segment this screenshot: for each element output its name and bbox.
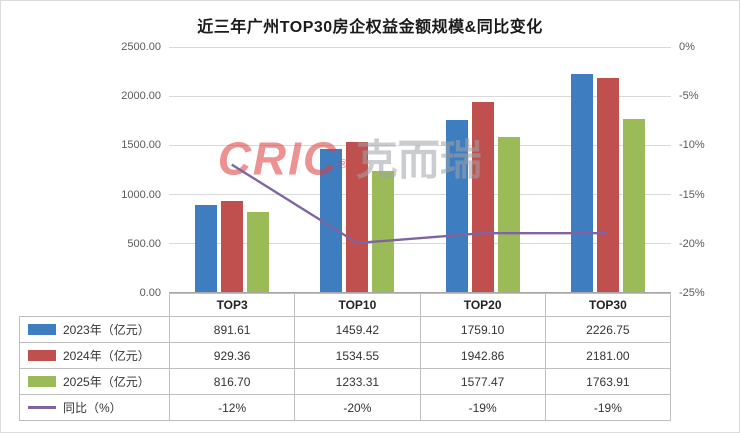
legend-cell: 同比（%） [19,394,170,421]
bar-group [169,47,295,292]
chart-title: 近三年广州TOP30房企权益金额规模&同比变化 [197,19,543,36]
legend-cell: 2023年（亿元） [19,316,170,343]
table-cell: 1942.86 [419,342,546,369]
bar [372,171,395,292]
bar-series-container [169,47,671,292]
bar [346,141,369,292]
table-cell: -20% [294,394,421,421]
bar [471,101,494,292]
bar-group [295,47,421,292]
right-axis-tick: -25% [679,287,705,299]
category-header: TOP10 [294,293,421,317]
left-axis-tick: 2500.00 [121,41,161,53]
left-axis: 2500.00 2000.00 1500.00 1000.00 500.00 0.00 [19,41,169,299]
table-cell: 1534.55 [294,342,421,369]
table-row: 2024年（亿元） 929.36 1534.55 1942.86 2181.00 [19,342,672,369]
left-axis-tick: 1500.00 [121,139,161,152]
legend-bar-swatch [28,350,56,361]
data-table: TOP3 TOP10 TOP20 TOP30 2023年（亿元） 891.61 1459.4… [19,293,672,421]
left-axis-tick: 2000.00 [121,90,161,103]
table-cell: -19% [419,394,546,421]
legend-bar-swatch [28,376,56,387]
legend-bar-swatch [28,324,56,335]
right-axis-tick: 0% [679,41,695,53]
category-header: TOP20 [419,293,546,317]
legend-cell: 2024年（亿元） [19,342,170,369]
table-cell: 2226.75 [544,316,672,343]
table-row: 同比（%） -12% -20% -19% -19% [19,394,672,421]
table-cell: 929.36 [168,342,296,369]
table-cell: -19% [544,394,672,421]
yoy-line-chart [169,47,671,292]
left-axis-tick: 1000.00 [121,188,161,201]
table-cell: 2181.00 [544,342,672,369]
bar [246,211,269,292]
table-header-row: TOP3 TOP10 TOP20 TOP30 [20,293,672,317]
table-cell: 1233.31 [294,368,421,395]
bar [597,78,620,292]
left-axis-tick: 0.00 [139,287,161,299]
table-cell: 1763.91 [544,368,672,395]
series-label: 同比（%） [63,401,122,415]
right-axis: 0% -5% -10% -15% -20% -25% [671,41,721,299]
legend-cell: 2025年（亿元） [19,368,170,395]
series-label: 2025年（亿元） [63,375,150,389]
series-label: 2024年（亿元） [63,349,150,363]
right-axis-tick: -5% [679,90,699,103]
bar [220,200,243,292]
bar-group [420,47,546,292]
table-cell: 1577.47 [419,368,546,395]
legend-line-swatch [28,406,56,409]
bar [497,137,520,292]
category-header: TOP30 [544,293,672,317]
plot-area: CRIC® 克而瑞 [169,47,671,293]
yoy-line [232,165,609,243]
table-cell: 816.70 [168,368,296,395]
bar-group [546,47,672,292]
table-cell: 1759.10 [419,316,546,343]
bar [623,119,646,292]
bar [194,204,217,292]
table-row: 2025年（亿元） 816.70 1233.31 1577.47 1763.91 [19,368,672,395]
bar [320,148,343,292]
table-row: 2023年（亿元） 891.61 1459.42 1759.10 2226.75 [19,316,672,343]
table-cell: 891.61 [168,316,296,343]
right-axis-tick: -15% [679,188,705,201]
bar [445,119,468,292]
right-axis-tick: -10% [679,139,705,152]
left-axis-tick: 500.00 [127,237,161,250]
table-cell: -12% [168,394,296,421]
table-cell: 1459.42 [294,316,421,343]
category-header: TOP3 [168,293,296,317]
right-axis-tick: -20% [679,237,705,250]
series-label: 2023年（亿元） [63,323,150,337]
chart-area: 2500.00 2000.00 1500.00 1000.00 500.00 0.00 C… [19,41,721,299]
bar [571,73,594,292]
